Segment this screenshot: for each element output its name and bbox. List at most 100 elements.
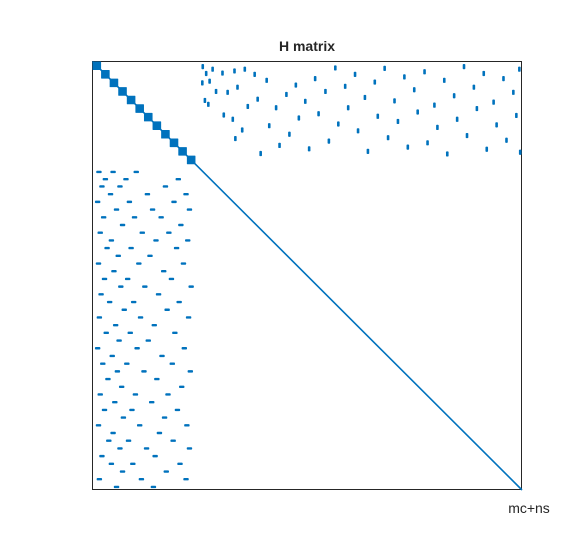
upper-block-entry — [452, 93, 456, 99]
lower-block-entry — [96, 478, 103, 481]
lower-block-entry — [136, 424, 143, 427]
diagonal-block-entry — [186, 155, 196, 165]
lower-block-entry — [113, 485, 120, 489]
lower-block-entry — [183, 192, 189, 196]
upper-block-entry — [343, 83, 347, 89]
upper-block-entry — [406, 144, 410, 150]
upper-block-entry — [433, 102, 436, 108]
lower-block-entry — [110, 431, 116, 435]
upper-block-entry — [327, 138, 331, 144]
lower-block-entry — [130, 300, 137, 304]
upper-block-entry — [373, 79, 377, 85]
lower-block-entry — [94, 200, 101, 204]
diagonal-block-entry — [101, 70, 110, 79]
diagonal-block-entry — [92, 61, 102, 71]
upper-block-entry — [363, 94, 367, 101]
lower-block-entry — [185, 239, 191, 242]
lower-block-entry — [185, 316, 192, 319]
upper-block-entry — [226, 89, 229, 95]
lower-block-entry — [113, 208, 120, 211]
upper-block-entry — [243, 66, 247, 72]
lower-block-entry — [99, 454, 105, 458]
lower-block-entry — [117, 185, 123, 188]
upper-block-entry — [515, 112, 518, 119]
lower-block-entry — [168, 277, 175, 281]
lower-block-entry — [104, 246, 110, 250]
lower-block-entry — [174, 408, 181, 412]
upper-block-entry — [366, 148, 370, 154]
lower-block-entry — [136, 262, 142, 265]
diagonal-block-entry — [178, 147, 187, 156]
lower-block-entry — [169, 362, 175, 365]
upper-block-entry — [376, 113, 380, 119]
diagonal-block-entry — [152, 121, 162, 130]
lower-block-entry — [125, 439, 132, 442]
lower-block-entry — [94, 347, 101, 350]
upper-block-entry — [492, 99, 495, 105]
upper-block-entry — [462, 64, 466, 70]
upper-block-entry — [337, 121, 340, 127]
lower-block-entry — [164, 308, 170, 311]
upper-block-entry — [246, 103, 250, 110]
lower-block-entry — [131, 216, 138, 219]
upper-block-entry — [285, 91, 288, 98]
upper-block-entry — [403, 74, 406, 80]
lower-block-entry — [95, 424, 102, 427]
upper-block-entry — [294, 82, 298, 88]
upper-block-entry — [203, 97, 207, 104]
lower-block-entry — [155, 293, 162, 296]
upper-block-entry — [353, 71, 357, 77]
upper-block-entry — [265, 77, 268, 83]
lower-block-entry — [149, 400, 155, 404]
lower-block-entry — [186, 447, 193, 450]
lower-block-entry — [173, 246, 180, 250]
lower-block-entry — [152, 454, 158, 458]
diagonal-block-entry — [143, 112, 153, 122]
lower-block-entry — [151, 323, 157, 327]
lower-block-entry — [100, 362, 106, 365]
lower-block-entry — [126, 200, 133, 204]
diagonal-block-entry — [109, 78, 119, 88]
lower-block-entry — [162, 185, 169, 188]
lower-block-entry — [99, 185, 105, 188]
upper-block-entry — [386, 135, 390, 141]
lower-block-entry — [158, 216, 164, 219]
lower-block-entry — [128, 246, 134, 250]
upper-block-entry — [416, 109, 419, 115]
upper-block-entry — [233, 68, 236, 74]
lower-block-entry — [108, 462, 115, 466]
matrix-entries — [92, 61, 523, 491]
lower-block-entry — [170, 439, 176, 442]
lower-block-entry — [106, 300, 113, 304]
upper-block-entry — [236, 84, 239, 90]
lower-block-entry — [117, 447, 123, 450]
upper-block-entry — [346, 105, 350, 111]
lower-block-entry — [116, 339, 122, 342]
upper-block-entry — [267, 123, 271, 129]
upper-block-entry — [211, 66, 214, 72]
lower-block-entry — [101, 277, 108, 281]
upper-block-entry — [240, 127, 244, 133]
lower-block-entry — [105, 377, 111, 381]
lower-block-entry — [124, 362, 130, 365]
lower-block-entry — [179, 385, 185, 388]
lower-block-entry — [95, 262, 102, 265]
lower-block-entry — [161, 416, 168, 419]
lower-block-entry — [156, 431, 163, 435]
upper-block-entry — [222, 112, 226, 118]
lower-block-entry — [166, 231, 172, 234]
lower-block-entry — [119, 223, 126, 227]
lower-block-entry — [109, 354, 115, 358]
lower-block-entry — [112, 400, 118, 404]
upper-block-entry — [214, 88, 218, 95]
upper-block-entry — [396, 118, 400, 125]
upper-block-entry — [317, 111, 320, 117]
upper-block-entry — [465, 132, 469, 139]
lower-block-entry — [107, 192, 114, 196]
lower-block-entry — [145, 339, 151, 342]
lower-block-entry — [119, 470, 126, 473]
upper-block-entry — [334, 65, 337, 71]
lower-block-entry — [123, 178, 129, 181]
upper-block-entry — [426, 140, 429, 146]
